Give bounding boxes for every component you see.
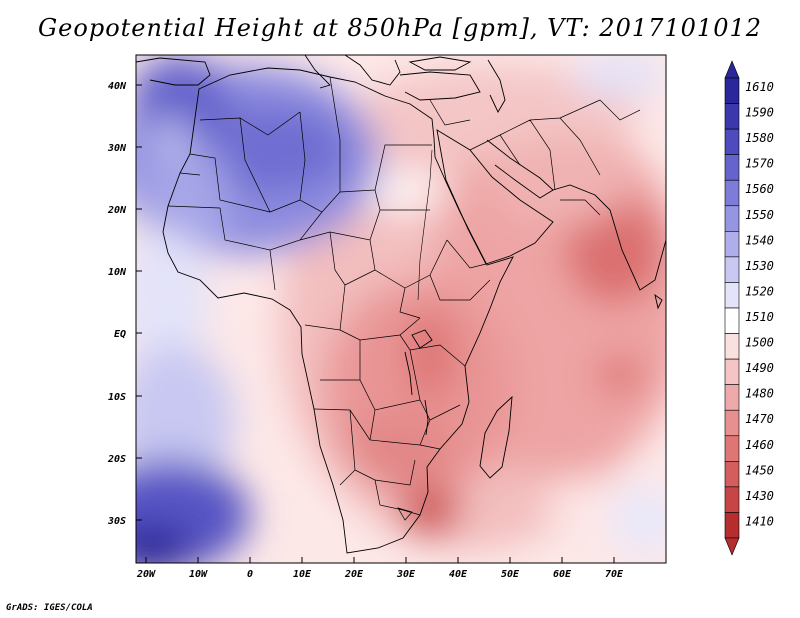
colorbar-swatch xyxy=(724,307,740,334)
colorbar-swatch xyxy=(724,435,740,462)
colorbar-label: 1500 xyxy=(745,336,774,350)
lon-label: 70E xyxy=(605,569,624,580)
colorbar-swatch xyxy=(724,103,740,130)
colorbar-label: 1540 xyxy=(745,233,774,247)
colorbar-swatch xyxy=(724,358,740,385)
colorbar-label: 1530 xyxy=(745,259,774,273)
lat-label: 40N xyxy=(108,81,127,92)
colorbar-swatch xyxy=(724,282,740,309)
lon-label: 0 xyxy=(247,569,253,580)
lat-label: 20S xyxy=(107,454,126,465)
colorbar-label: 1410 xyxy=(745,514,774,528)
longitude-axis: 20W 10W 0 10E 20E 30E 40E 50E 60E 70E xyxy=(136,557,624,580)
colorbar-swatch xyxy=(724,512,740,539)
colorbar-label: 1590 xyxy=(745,106,774,120)
lon-label: 40E xyxy=(449,569,468,580)
lat-label: EQ xyxy=(114,329,126,340)
lon-label: 20E xyxy=(344,569,364,580)
lon-label: 30E xyxy=(396,569,416,580)
colorbar-label: 1610 xyxy=(745,80,774,94)
madagascar-outline xyxy=(479,395,513,479)
colorbar-swatch xyxy=(724,333,740,360)
lon-label: 10W xyxy=(189,569,208,580)
colorbar-swatch xyxy=(724,256,740,283)
italy-outline xyxy=(304,55,331,89)
colorbar-top-arrow xyxy=(724,60,740,79)
lat-label: 30N xyxy=(107,143,127,154)
colorbar-swatch xyxy=(724,461,740,488)
nile-outline xyxy=(417,149,433,301)
colorbar-label: 1510 xyxy=(745,310,774,324)
sri-lanka-outline xyxy=(654,293,663,310)
country-borders xyxy=(167,76,641,521)
lat-label: 10S xyxy=(108,392,126,403)
colorbar-label: 1580 xyxy=(745,131,774,145)
colorbar-swatch xyxy=(724,486,740,513)
height-field xyxy=(136,55,666,563)
credit-label: GrADS: IGES/COLA xyxy=(6,603,93,613)
lat-label: 20N xyxy=(107,205,127,216)
lake-tanganyika-outline xyxy=(404,351,413,396)
lon-label: 20W xyxy=(136,569,156,580)
colorbar-swatch xyxy=(724,205,740,232)
colorbar-swatch xyxy=(724,179,740,207)
colorbar-swatch xyxy=(724,154,740,181)
colorbar-label: 1550 xyxy=(745,208,774,222)
colorbar-label: 1490 xyxy=(745,361,774,375)
colorbar-label: 1470 xyxy=(745,412,774,426)
balkans-outline xyxy=(344,55,401,86)
lon-label: 50E xyxy=(501,569,520,580)
colorbar-label: 1570 xyxy=(745,157,774,171)
india-outline xyxy=(552,184,666,291)
lake-malawi-outline xyxy=(424,399,429,436)
arabia-outline xyxy=(436,129,554,265)
map-frame xyxy=(135,54,667,564)
colorbar-swatch xyxy=(724,409,740,437)
lon-label: 10E xyxy=(293,569,312,580)
turkey-outline xyxy=(399,71,481,101)
colorbar-swatch xyxy=(724,231,740,258)
latitude-axis: 40N 30N 20N 10N EQ 10S 20S 30S xyxy=(107,81,142,527)
caspian-outline xyxy=(487,59,506,113)
lat-label: 10N xyxy=(108,267,127,278)
colorbar-swatch xyxy=(724,77,740,104)
coastlines-and-borders xyxy=(136,55,666,554)
colorbar-label: 1460 xyxy=(745,438,774,452)
lake-victoria-outline xyxy=(411,329,433,349)
black-sea-outline xyxy=(408,56,472,71)
colorbar-label: 1480 xyxy=(745,387,774,401)
map-title: Geopotential Height at 850hPa [gpm], VT:… xyxy=(38,14,762,42)
colorbar-label: 1520 xyxy=(745,284,774,298)
colorbar-bottom-arrow xyxy=(724,537,740,556)
colorbar: 1610 1590 1580 1570 1560 1550 1540 1530 1520 1510… xyxy=(724,60,774,556)
africa-coastline xyxy=(162,67,514,554)
lat-label: 30S xyxy=(107,516,126,527)
lon-label: 60E xyxy=(553,569,572,580)
colorbar-label: 1450 xyxy=(745,463,774,477)
colorbar-label: 1560 xyxy=(745,182,774,196)
iberia-outline xyxy=(136,57,211,86)
colorbar-swatch xyxy=(724,384,740,411)
colorbar-label: 1430 xyxy=(745,489,774,503)
colorbar-swatch xyxy=(724,128,740,155)
